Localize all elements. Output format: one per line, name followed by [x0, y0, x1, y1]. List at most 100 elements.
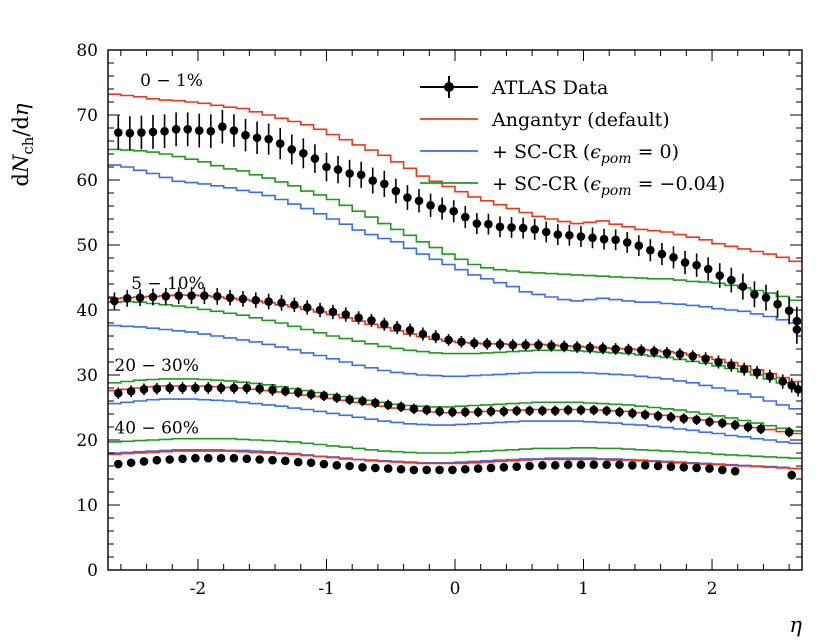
data-point — [418, 329, 428, 339]
data-point — [553, 230, 563, 239]
data-point — [242, 454, 252, 464]
data-point — [738, 282, 748, 291]
data-point — [110, 296, 119, 306]
data-point — [191, 383, 200, 393]
legend-entry-data: ATLAS Data — [420, 76, 608, 99]
data-point — [518, 223, 528, 233]
data-point — [333, 165, 343, 174]
data-point — [530, 225, 539, 234]
data-point — [229, 453, 239, 463]
data-point — [718, 465, 727, 475]
data-point — [332, 393, 342, 403]
data-point — [563, 460, 573, 470]
data-point — [403, 193, 412, 202]
curve-default-group-1 — [108, 93, 802, 263]
data-point — [778, 377, 788, 386]
data-point — [206, 126, 216, 136]
curve-sc004-group-4 — [108, 437, 802, 459]
y-tick-label: 80 — [76, 41, 98, 61]
data-point — [275, 139, 285, 148]
data-point — [784, 306, 794, 315]
data-point — [599, 234, 609, 244]
data-point — [371, 398, 380, 408]
data-point — [482, 339, 492, 349]
x-tick-label: 1 — [578, 579, 589, 599]
data-point — [203, 453, 213, 463]
data-point — [405, 325, 415, 335]
data-point — [624, 345, 633, 354]
data-point — [739, 364, 749, 374]
data-point — [559, 342, 569, 351]
data-point — [178, 383, 187, 393]
data-point — [628, 409, 637, 418]
data-point — [756, 424, 766, 434]
data-point — [229, 126, 239, 135]
data-point — [310, 154, 320, 163]
data-point — [765, 372, 775, 381]
data-point — [409, 465, 419, 475]
data-point — [486, 407, 496, 416]
data-point — [178, 454, 187, 464]
data-point — [773, 299, 782, 309]
data-point — [328, 307, 338, 317]
data-point — [356, 170, 366, 180]
data-point — [139, 457, 149, 466]
data-point — [448, 465, 457, 475]
data-point — [743, 422, 753, 432]
data-point — [302, 303, 312, 312]
data-point — [588, 233, 597, 243]
data-point — [203, 383, 213, 393]
data-point — [448, 407, 457, 417]
data-point — [666, 412, 676, 422]
legend: ATLAS Data Angantyr (default) + SC-CR (ϵpo… — [420, 76, 725, 199]
data-point — [534, 340, 543, 350]
data-point — [680, 258, 690, 267]
data-point — [174, 291, 183, 301]
data-point — [692, 260, 701, 270]
centrality-label: 5 − 10% — [131, 274, 205, 294]
data-point — [148, 292, 158, 302]
data-point — [368, 176, 378, 185]
data-point — [718, 418, 727, 428]
data-point — [268, 385, 277, 395]
data-point — [547, 341, 556, 351]
data-point — [634, 241, 644, 250]
data-point — [750, 290, 759, 299]
curve-default-group-4 — [108, 450, 802, 470]
data-point — [358, 463, 367, 472]
data-point — [525, 406, 534, 416]
data-point — [306, 458, 316, 468]
x-tick-label: -2 — [190, 579, 207, 599]
data-point — [264, 297, 273, 306]
data-point — [113, 459, 123, 469]
curve-sc004-group-3 — [108, 378, 802, 432]
data-point — [422, 465, 432, 475]
data-point — [152, 455, 162, 465]
data-point — [473, 407, 483, 417]
data-point — [229, 383, 239, 393]
data-point — [512, 462, 521, 471]
data-point — [148, 127, 158, 137]
legend-entry-sc004: + SC-CR (ϵpom = −0.04) — [420, 173, 725, 199]
data-point — [512, 406, 521, 416]
curve-sc0-group-1 — [108, 164, 802, 324]
data-point — [688, 351, 698, 361]
data-point — [649, 347, 659, 356]
data-point — [679, 414, 689, 423]
data-point — [187, 291, 196, 301]
data-point — [628, 461, 637, 470]
data-point — [669, 253, 678, 262]
curve-sc0-group-3 — [108, 398, 802, 445]
x-tick-label: 0 — [450, 579, 461, 599]
data-point — [576, 232, 586, 241]
data-point — [589, 460, 599, 470]
data-point — [653, 411, 663, 421]
data-point — [122, 294, 132, 303]
data-point — [113, 128, 123, 137]
data-point — [183, 125, 192, 134]
data-point — [622, 238, 632, 247]
data-point — [322, 162, 331, 172]
data-point — [730, 466, 740, 476]
data-point — [435, 465, 444, 475]
